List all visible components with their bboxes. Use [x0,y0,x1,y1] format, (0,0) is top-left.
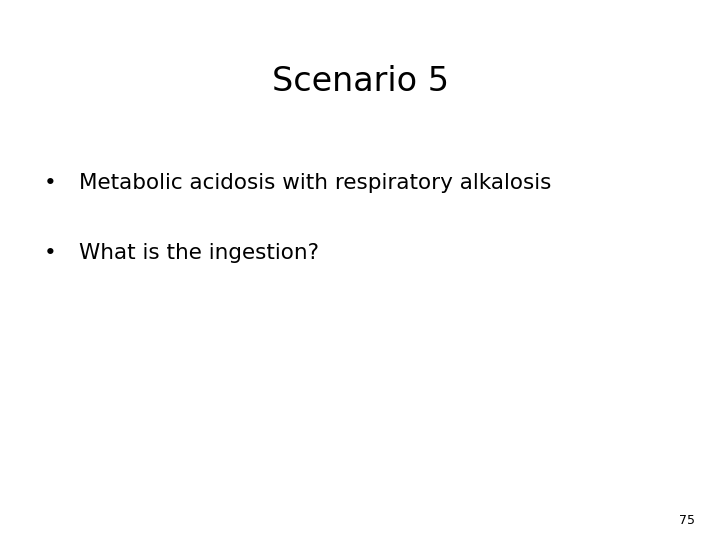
Text: 75: 75 [679,514,695,526]
Text: •: • [44,243,57,263]
Text: What is the ingestion?: What is the ingestion? [79,243,319,263]
Text: •: • [44,173,57,193]
Text: Scenario 5: Scenario 5 [271,65,449,98]
Text: Metabolic acidosis with respiratory alkalosis: Metabolic acidosis with respiratory alka… [79,173,552,193]
